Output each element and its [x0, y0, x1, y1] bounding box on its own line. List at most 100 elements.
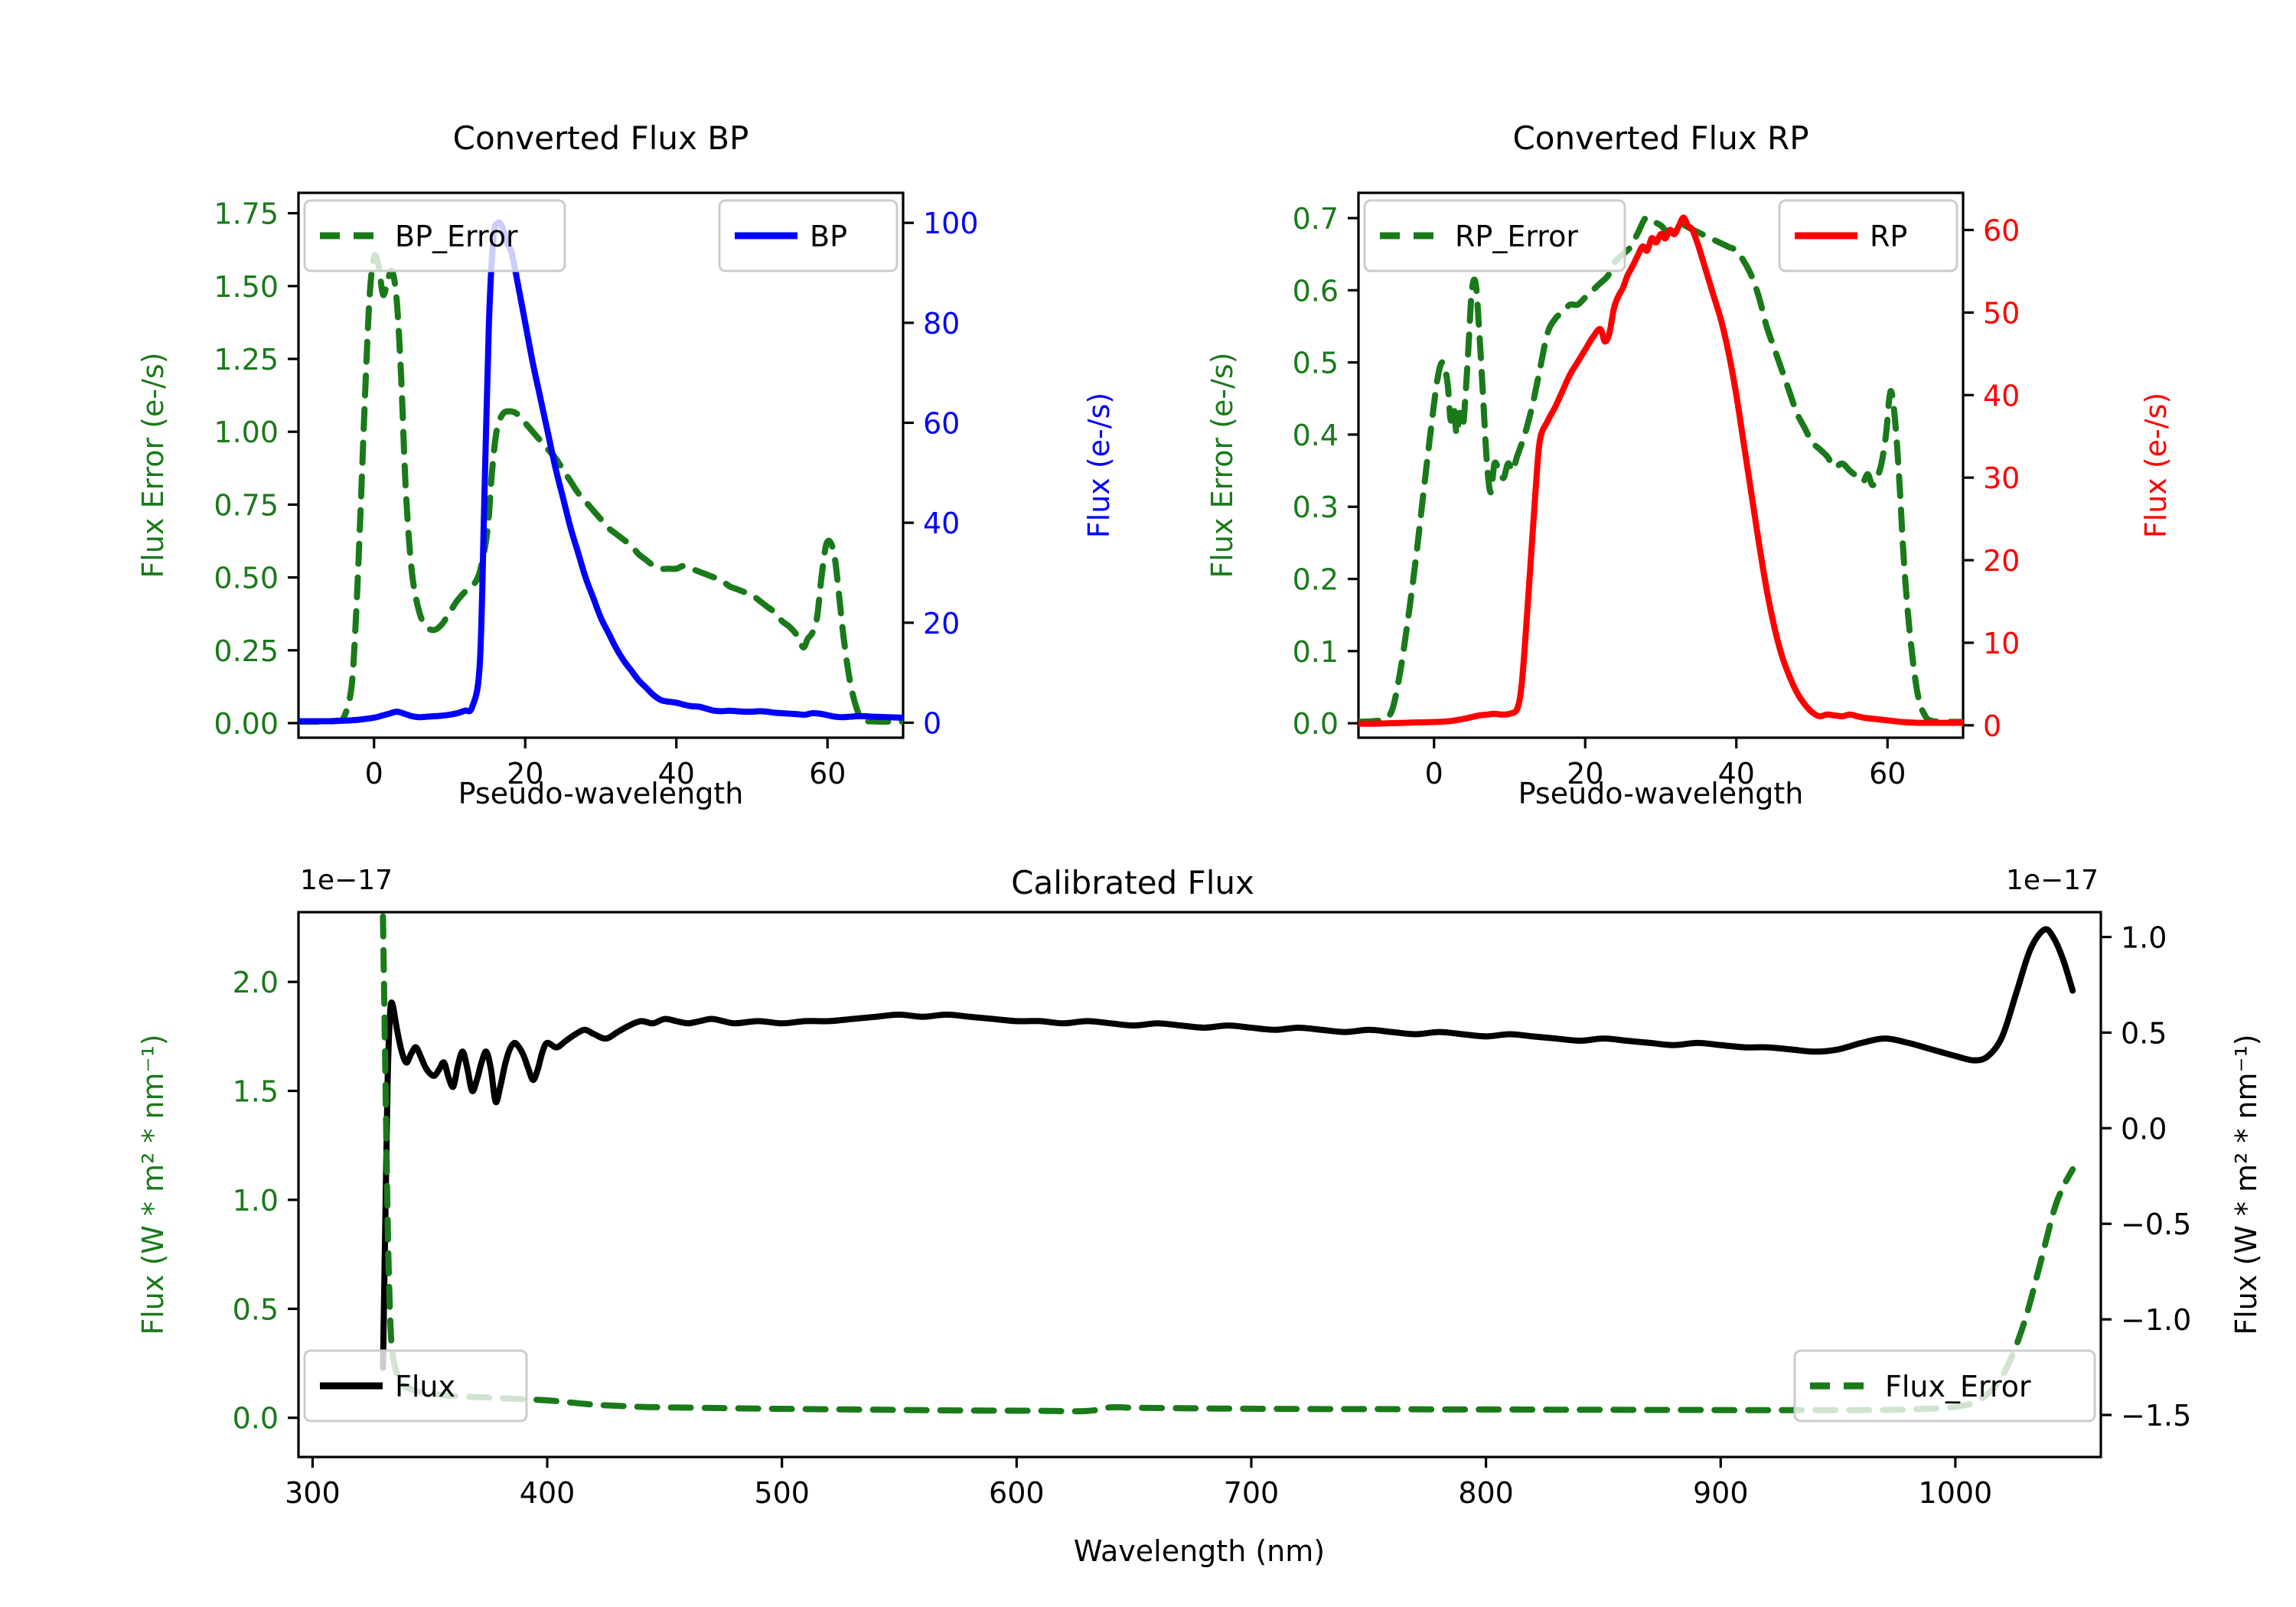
tick-label: 800	[1458, 1476, 1514, 1510]
tick-label: 10	[1983, 627, 2020, 660]
cal-legend-flux-label: Flux	[395, 1370, 455, 1403]
cal-curve-group	[380, 913, 2076, 1415]
tick-label: 0	[1983, 709, 2001, 743]
tick-label: 0.0	[233, 1402, 279, 1436]
curve-bp_error	[298, 252, 903, 725]
tick-label: 60	[923, 406, 960, 440]
tick-label: 0.3	[1293, 491, 1339, 524]
cal-svg: Calibrated Flux 1e−17 1e−17 0.0 0.5 1.0 1.5…	[136, 864, 2263, 1568]
tick-label: 2.0	[233, 966, 279, 999]
bp-svg: Converted Flux BP 0.00 0.25 0.50 0.75 1.00 1.…	[136, 119, 1116, 810]
tick-label: 0.6	[1293, 274, 1339, 308]
tick-label: 40	[1983, 379, 2020, 412]
bp-x-tick-group: 0 20 40 60	[365, 738, 846, 790]
cal-right-tick-group: −1.5 −1.0 −0.5 0.0 0.5 1.0	[2101, 921, 2191, 1433]
bp-ylabel-left: Flux Error (e-/s)	[136, 352, 170, 578]
rp-axes-frame	[1357, 191, 1965, 739]
tick-label: 30	[1983, 461, 2020, 495]
tick-label: 1000	[1919, 1476, 1993, 1510]
tick-label: 40	[658, 757, 695, 790]
cal-ylabel-right: Flux (W * m² * nm⁻¹)	[2229, 1034, 2263, 1335]
tick-label: 0	[923, 706, 941, 740]
tick-label: 100	[923, 207, 979, 240]
bp-ylabel-right: Flux (e-/s)	[1082, 393, 1116, 538]
cal-ylabel-left: Flux (W * m² * nm⁻¹)	[136, 1034, 170, 1335]
cal-x-tick-group: 300 400 500 600 700 800 900 1000	[285, 1457, 1992, 1510]
tick-label: 50	[1983, 296, 2020, 330]
rp-legend-flux-label: RP	[1870, 220, 1907, 253]
tick-label: −0.5	[2121, 1208, 2191, 1241]
bp-legend-flux[interactable]: BP	[718, 199, 899, 272]
tick-label: 1.00	[214, 416, 279, 449]
cal-xlabel: Wavelength (nm)	[1074, 1534, 1325, 1568]
tick-label: 20	[923, 607, 960, 641]
rp-xlabel: Pseudo-wavelength	[1518, 777, 1804, 810]
curve-bp	[298, 219, 903, 725]
tick-label: 0.00	[214, 707, 279, 741]
tick-label: 1.0	[233, 1184, 279, 1217]
cal-left-tick-group: 0.0 0.5 1.0 1.5 2.0	[233, 966, 298, 1436]
tick-label: 1.25	[214, 343, 279, 376]
tick-label: 0.25	[214, 634, 279, 668]
tick-label: −1.5	[2121, 1399, 2191, 1433]
rp-ylabel-right: Flux (e-/s)	[2139, 393, 2173, 538]
rp-svg: Converted Flux RP 0.00.10.20.30.40.50.60…	[1205, 119, 2173, 810]
tick-label: 1.50	[214, 270, 279, 304]
tick-label: 0.2	[1293, 563, 1339, 597]
panel-calibrated-flux: Calibrated Flux 1e−17 1e−17 0.0 0.5 1.0 1.5…	[0, 796, 2296, 1607]
tick-label: 600	[989, 1476, 1045, 1510]
bp-legend-flux-label: BP	[810, 220, 847, 253]
tick-label: 0.75	[214, 488, 279, 522]
tick-label: 20	[507, 757, 543, 790]
tick-label: 0.5	[2121, 1016, 2167, 1050]
tick-label: 0.4	[1293, 419, 1339, 452]
panel-converted-flux-rp: Converted Flux RP 0.0 0.1 0.2 0.3 0.4 0.5 0.6 0…	[1148, 0, 2296, 811]
curve-flux	[380, 926, 2076, 1371]
tick-label: 0.7	[1293, 202, 1339, 236]
cal-offset-right: 1e−17	[2006, 865, 2099, 896]
tick-label: 0.5	[1293, 347, 1339, 380]
bp-title: Converted Flux BP	[453, 119, 749, 157]
tick-label: 1.75	[214, 197, 279, 231]
cal-legend-flux[interactable]: Flux	[303, 1349, 528, 1423]
tick-label: 0.0	[2121, 1112, 2167, 1146]
rp-legend-error[interactable]: RP_Error	[1363, 199, 1626, 272]
tick-label: 1.0	[2121, 921, 2167, 954]
curve-rp	[1358, 214, 1963, 727]
bp-legend-error[interactable]: BP_Error	[303, 199, 566, 272]
tick-label: 60	[809, 757, 846, 790]
tick-label: 20	[1983, 544, 2020, 578]
rp-legend-flux[interactable]: RP	[1778, 199, 1958, 272]
rp-legend-error-label: RP_Error	[1455, 220, 1578, 253]
tick-label: 0	[365, 757, 383, 790]
curve-flux_error	[380, 913, 2076, 1415]
panel-converted-flux-bp: Converted Flux BP 0.00 0.25 0.50 0.75 1.00 1.…	[0, 0, 1148, 811]
tick-label: 300	[285, 1476, 341, 1510]
tick-label: −1.0	[2121, 1303, 2191, 1337]
cal-legend-error[interactable]: Flux_Error	[1793, 1349, 2096, 1423]
tick-label: 40	[923, 507, 960, 540]
tick-label: 80	[923, 307, 960, 341]
rp-curve-group	[1358, 214, 1963, 727]
tick-label: 500	[754, 1476, 810, 1510]
tick-label: 0.1	[1293, 635, 1339, 669]
rp-title: Converted Flux RP	[1512, 119, 1808, 157]
bp-legend-error-label: BP_Error	[395, 220, 518, 253]
tick-label: 20	[1567, 757, 1603, 790]
tick-label: 0	[1425, 757, 1443, 790]
rp-ylabel-left: Flux Error (e-/s)	[1205, 352, 1239, 578]
bp-curve-group	[298, 219, 903, 725]
cal-title: Calibrated Flux	[1011, 864, 1254, 901]
bp-axes-frame	[297, 191, 905, 739]
bp-xlabel: Pseudo-wavelength	[458, 777, 744, 810]
cal-offset-left: 1e−17	[300, 865, 393, 896]
tick-label: 40	[1718, 757, 1755, 790]
cal-legend-error-label: Flux_Error	[1885, 1370, 2031, 1403]
rp-left-tick-group: 0.0 0.1 0.2 0.3 0.4 0.5 0.6 0.7	[1293, 202, 1358, 741]
tick-label: 0.50	[214, 562, 279, 595]
tick-label: 400	[520, 1476, 576, 1510]
tick-label: 900	[1693, 1476, 1749, 1510]
tick-label: 700	[1224, 1476, 1280, 1510]
rp-right-tick-group: 0 10 20 30 40 50 60	[1963, 214, 2020, 743]
